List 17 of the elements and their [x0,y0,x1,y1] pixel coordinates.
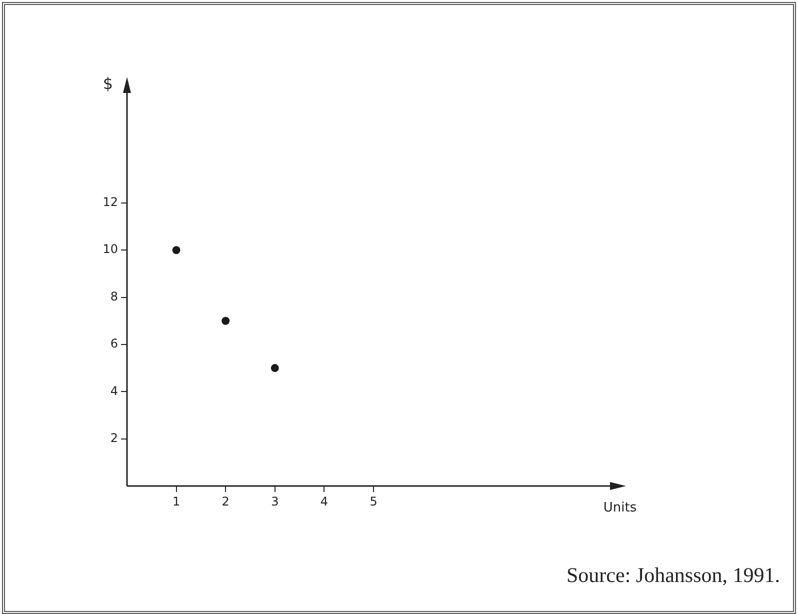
x-tick-label: 2 [222,494,230,508]
y-tick-label: 8 [110,289,118,304]
y-tick-label: 6 [110,336,118,351]
y-tick-label: 2 [110,430,118,445]
point [270,364,279,372]
x-tick-label: 4 [320,494,328,508]
point [222,316,230,325]
x-tick-label: 5 [370,494,378,508]
x-tick-label: 3 [271,494,279,508]
y-tick-label: 12 [102,195,118,210]
x-tick-label: 1 [172,494,180,508]
y-axis-title: $ [102,74,113,94]
y-tick-label: 4 [110,384,118,398]
y-tick-label: 10 [102,242,118,256]
point [172,246,180,254]
source-note: Source: Johansson, 1991. [566,563,780,587]
x-axis-title: Units [603,500,637,516]
